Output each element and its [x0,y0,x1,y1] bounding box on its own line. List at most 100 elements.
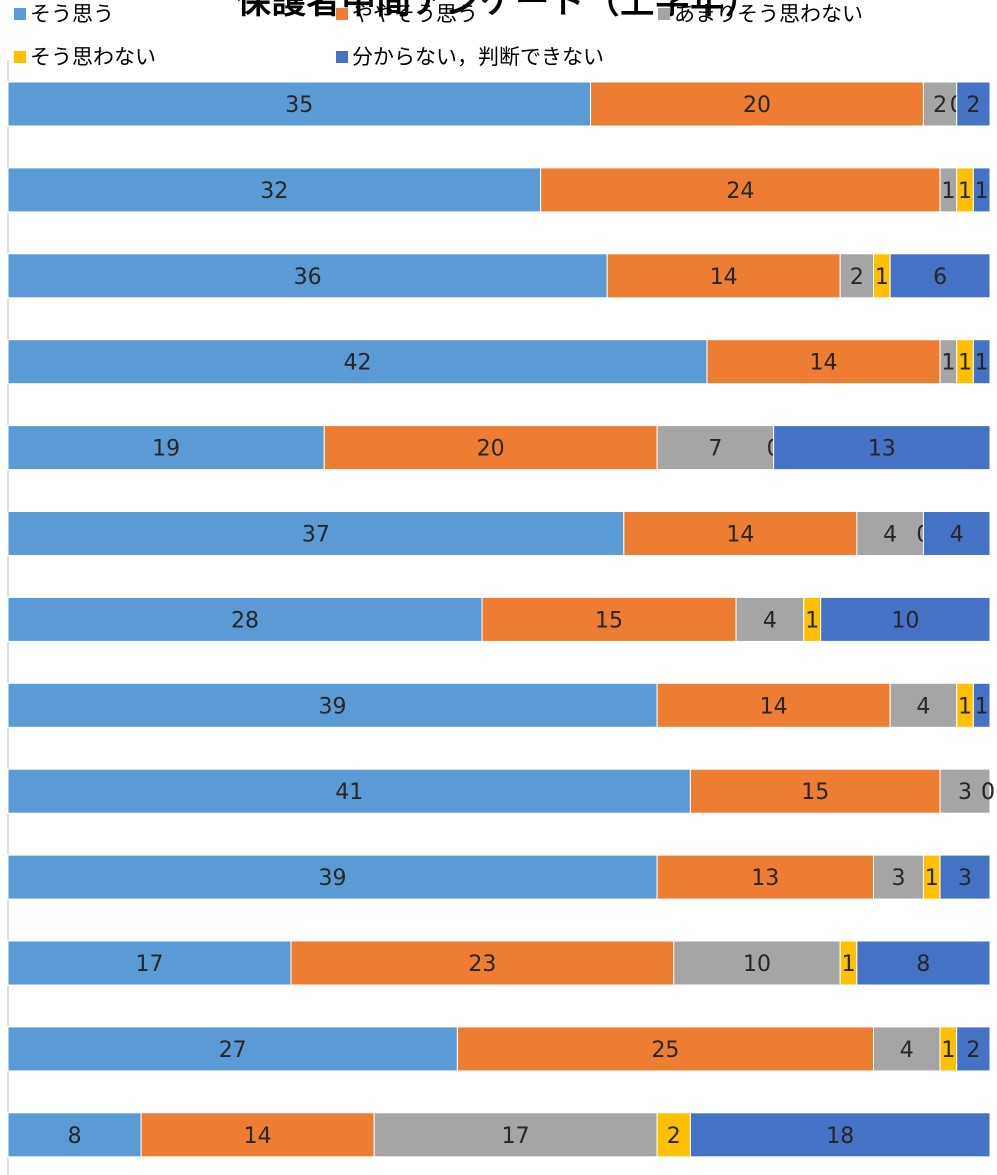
data-label-r10-s2: 13 [751,866,779,891]
data-label-r6-s2: 14 [726,523,754,548]
data-label-r10-s4: 1 [925,866,939,891]
bar-segment-r13-s2 [140,1112,375,1158]
data-label-r13-s1: 8 [68,1124,82,1149]
legend-swatch-unknown [336,51,348,63]
data-label-r5-s3: 7 [708,437,722,462]
data-label-r11-s3: 10 [743,952,771,977]
bar-segment-r2-s2 [540,167,941,213]
data-label-r4-s5: 1 [975,351,989,376]
data-label-r1-s3: 2 [933,93,947,118]
data-label-r4-s2: 14 [810,351,838,376]
data-label-r9-s4: 0 [981,780,995,805]
bar-segment-r3-s2 [606,253,841,299]
data-label-r9-s5: 0 [981,780,995,805]
bar-segment-r7-s3 [735,596,805,642]
bar-row-11: 17 23 10 1 8 [7,940,991,986]
bar-segment-r10-s2 [656,854,874,900]
data-label-r5-s2: 20 [477,437,505,462]
data-label-r12-s5: 2 [966,1038,980,1063]
data-label-r3-s5: 6 [933,265,947,290]
bar-segment-r7-s5 [820,596,991,642]
legend-swatch-disagree [14,51,26,63]
bar-row-6: 3714404 [7,511,991,556]
data-label-r12-s4: 1 [941,1038,955,1063]
bar-segment-r2-s5 [972,167,991,213]
legend-label-somewhat-agree: ややそう思う [352,2,478,26]
bar-segment-r8-s1 [7,682,658,728]
bar-segment-r1-s5 [956,81,991,127]
legend-swatch-somewhat-agree [336,8,348,20]
bar-row-13: 8 14 17 2 18 [7,1112,991,1158]
data-label-r6-s1: 37 [302,523,330,548]
bar-segment-r6-s3 [856,511,924,556]
bar-segment-r5-s5 [773,425,991,471]
bar-segment-r4-s5 [972,339,991,385]
data-label-r5-s1: 19 [152,437,180,462]
data-label-r3-s3: 2 [850,265,864,290]
data-label-r9-s2: 15 [801,780,829,805]
bar-segment-r11-s2 [290,940,675,986]
data-label-r2-s5: 1 [975,179,989,204]
bar-segment-r6-s5 [922,511,991,556]
legend-label-agree: そう思う [30,2,114,26]
data-label-r8-s4: 1 [958,694,972,719]
bar-segment-r11-s5 [856,940,991,986]
bar-segment-r12-s5 [956,1026,991,1072]
data-label-r11-s2: 23 [468,952,496,977]
data-label-r7-s1: 28 [231,608,259,633]
data-label-r13-s2: 14 [244,1124,272,1149]
data-label-r4-s3: 1 [941,351,955,376]
data-label-r10-s5: 3 [958,866,972,891]
bar-row-7: 28 15 4 1 10 [7,596,991,642]
data-label-r8-s3: 4 [916,694,930,719]
data-label-r1-s1: 35 [285,93,313,118]
bar-segment-r11-s1 [7,940,292,986]
data-label-r8-s1: 39 [319,694,347,719]
data-label-r7-s3: 4 [763,608,777,633]
legend-item-unknown: 分からない，判断できない [336,44,604,70]
data-label-r12-s1: 27 [219,1038,247,1063]
bar-segment-r4-s2 [706,339,941,385]
bar-row-12: 27 25 4 1 2 [7,1026,991,1072]
data-label-r2-s4: 1 [958,179,972,204]
data-label-r7-s4: 1 [805,608,819,633]
data-label-r13-s4: 2 [667,1124,681,1149]
bar-row-9: 41 15 3 00 [7,768,995,814]
data-label-r9-s1: 41 [335,780,363,805]
bar-segment-r11-s3 [673,940,841,986]
bar-segment-r9-s1 [7,768,691,814]
legend-label-not-much-agree: あまりそう思わない [674,2,863,26]
bar-segment-r12-s3 [872,1026,941,1072]
bar-segment-r12-s2 [456,1026,874,1072]
data-label-r1-s5: 2 [966,93,980,118]
bar-segment-r6-s2 [623,511,858,556]
data-label-r10-s3: 3 [891,866,905,891]
bar-segment-r1-s1 [7,81,592,127]
data-label-r5-s5: 13 [868,437,896,462]
bar-segment-r8-s3 [889,682,958,728]
bar-segment-r12-s1 [7,1026,458,1072]
data-label-r8-s2: 14 [760,694,788,719]
data-label-r7-s5: 10 [891,608,919,633]
data-label-r11-s4: 1 [842,952,856,977]
bar-segment-r13-s4 [656,1112,691,1158]
data-label-r4-s1: 42 [344,351,372,376]
bar-segment-r13-s5 [689,1112,991,1158]
data-label-r1-s2: 20 [743,93,771,118]
legend-swatch-agree [14,8,26,20]
bar-segment-r5-s3 [656,425,775,471]
bar-segment-r1-s3 [922,81,958,127]
data-label-r8-s5: 1 [975,694,989,719]
bar-row-8: 39 14 4 1 1 [7,682,991,728]
data-label-r2-s3: 1 [941,179,955,204]
data-label-r12-s3: 4 [900,1038,914,1063]
data-label-r6-s5: 4 [950,523,964,548]
data-label-r13-s3: 17 [502,1124,530,1149]
bar-segment-r13-s1 [7,1112,142,1158]
bar-segment-r3-s1 [7,253,608,299]
bar-segment-r2-s1 [7,167,542,213]
bar-segment-r8-s5 [972,682,991,728]
bar-segment-r10-s5 [939,854,991,900]
legend-item-not-much-agree: あまりそう思わない [658,1,863,27]
